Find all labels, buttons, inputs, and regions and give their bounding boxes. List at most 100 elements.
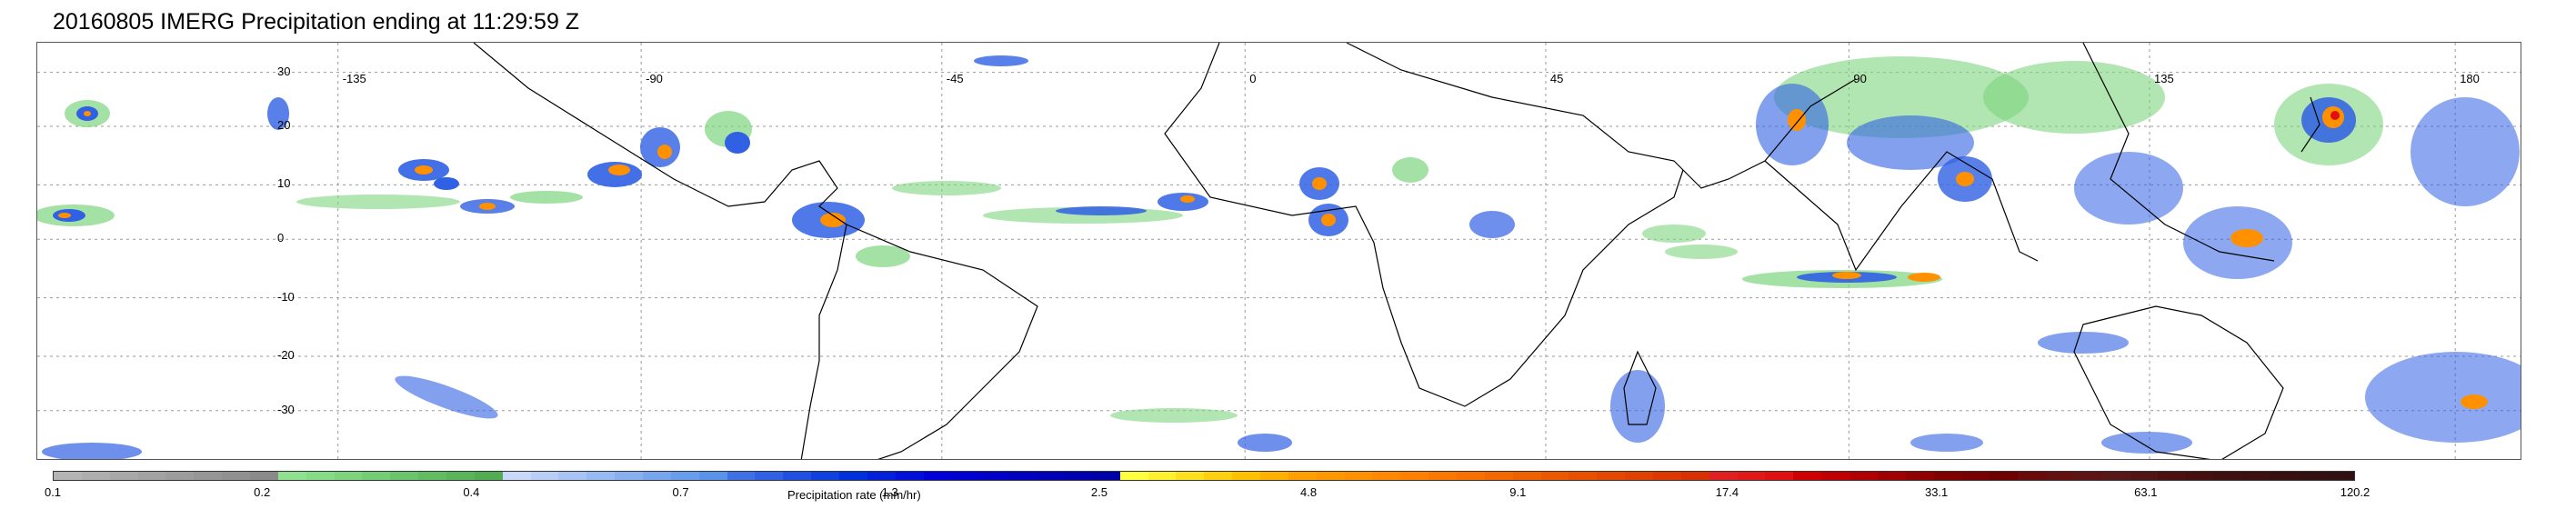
longitude-label: 0 [1249,72,1257,85]
longitude-label: 135 [2154,72,2174,85]
legend-swatch [165,472,195,480]
legend-swatch [2326,472,2355,480]
coastlines [473,43,2320,459]
legend-swatch [2298,472,2327,480]
map-title: 20160805 IMERG Precipitation ending at 1… [53,9,580,35]
legend-swatch [1428,472,1457,480]
legend-swatch [194,472,223,480]
legend-swatch [1400,472,1429,480]
longitude-label: 180 [2460,72,2480,85]
legend-swatch [306,472,335,480]
legend-tick-label: 4.8 [1300,485,1318,499]
map-canvas [37,43,2521,459]
legend-swatch [1176,472,1205,480]
legend-swatch [895,472,924,480]
legend-swatch [277,472,306,480]
legend-tick-label: 0.2 [254,485,271,499]
latitude-label: 0 [277,231,285,245]
rain-cell [37,55,1942,443]
legend-tick-label: 63.1 [2134,485,2158,499]
latitude-label: -20 [277,348,295,362]
legend-tick-label: 1.3 [881,485,898,499]
legend-swatch [1036,472,1064,480]
legend-swatch [1063,472,1092,480]
legend-swatch [1119,472,1148,480]
legend-swatch [2073,472,2102,480]
legend-swatch [783,472,812,480]
legend-title: Precipitation rate (mm/hr) [787,488,921,502]
legend-swatch [2186,472,2215,480]
legend-swatch [1821,472,1849,480]
longitude-label: 45 [1549,72,1564,85]
precipitation-map [36,42,2521,460]
legend-swatch [1259,472,1288,480]
legend-swatch [81,472,110,480]
legend-swatch [2101,472,2130,480]
legend-swatch [1456,472,1485,480]
legend-swatch [1512,472,1541,480]
legend-tick-label: 120.2 [2340,485,2371,499]
legend-swatch [1961,472,1990,480]
legend-swatch [1680,472,1709,480]
legend-swatch [951,472,980,480]
latitude-label: -10 [277,289,295,304]
legend-swatch [137,472,166,480]
legend-swatch [755,472,784,480]
monsoon-rain [1756,56,2521,454]
latitude-label: 20 [277,118,291,132]
legend-swatch [1625,472,1653,480]
legend-swatch [979,472,1008,480]
legend-swatch [1288,472,1317,480]
legend-swatch [54,472,82,480]
legend-swatch [109,472,138,480]
legend-swatch [1540,472,1569,480]
legend-swatch [1905,472,1934,480]
legend-swatch [530,472,559,480]
legend-swatch [1344,472,1373,480]
precipitation-field [37,55,2521,459]
legend-swatch [1709,472,1738,480]
legend-swatch [390,472,419,480]
color-legend [53,471,2355,481]
legend-tick-label: 9.1 [1509,485,1527,499]
legend-swatch [1765,472,1794,480]
legend-swatch [1990,472,2019,480]
legend-swatch [2130,472,2159,480]
legend-swatch [2018,472,2047,480]
legend-swatch [2046,472,2074,480]
longitude-label: -135 [342,72,366,85]
latitude-label: 30 [277,64,291,78]
longitude-label: -45 [946,72,964,85]
legend-swatch [1232,472,1260,480]
legend-swatch [811,472,840,480]
legend-swatch [1877,472,1906,480]
longitude-label: -90 [646,72,663,85]
legend-swatch [2214,472,2243,480]
legend-tick-label: 0.1 [44,485,62,499]
latitude-label: -30 [277,402,295,416]
legend-swatch [643,472,671,480]
legend-tick-label: 33.1 [1924,485,1949,499]
legend-swatch [1372,472,1401,480]
legend-swatch [2158,472,2187,480]
longitude-label: 90 [1853,72,1867,85]
legend-swatch [1007,472,1037,480]
legend-swatch [1849,472,1878,480]
legend-swatch [502,472,531,480]
legend-swatch [2242,472,2270,480]
legend-swatch [446,472,475,480]
legend-tick-label: 0.4 [463,485,480,499]
legend-swatch [334,472,363,480]
latitude-label: 10 [277,176,291,191]
legend-swatch [558,472,587,480]
legend-tick-label: 17.4 [1715,485,1739,499]
southern-rain [42,375,1983,459]
legend-swatch [923,472,952,480]
legend-swatch [727,472,756,480]
legend-swatch [1569,472,1598,480]
legend-swatch [1793,472,1822,480]
legend-swatch [1933,472,1962,480]
legend-swatch [222,472,251,480]
legend-swatch [2270,472,2299,480]
legend-swatch [615,472,644,480]
